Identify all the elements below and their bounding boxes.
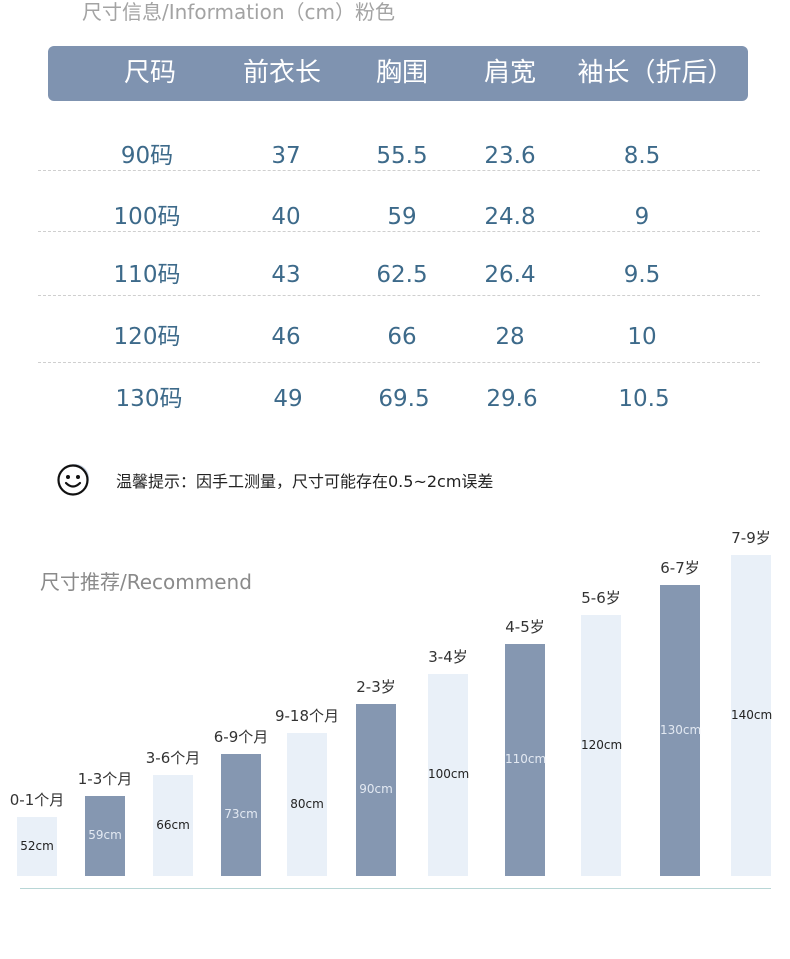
age-label: 6-7岁 <box>660 559 700 577</box>
bar-value-label: 73cm <box>224 807 258 821</box>
cell-front-length: 37 <box>271 143 301 169</box>
cell-size: 90码 <box>120 143 174 169</box>
bar-10: 130cm <box>660 585 702 876</box>
cell-shoulder: 26.4 <box>484 262 536 288</box>
table-row: 90码 37 55.5 23.6 8.5 <box>0 136 790 176</box>
size-info-title: 尺寸信息/Information（cm）粉色 <box>82 0 395 24</box>
smiley-face-icon <box>57 464 89 496</box>
row-divider <box>38 231 760 232</box>
age-label: 0-1个月 <box>9 791 65 809</box>
header-size: 尺码 <box>123 58 176 88</box>
bar-value-label: 100cm <box>428 767 470 781</box>
chart-baseline <box>20 888 771 889</box>
bar-3: 66cm <box>153 775 193 876</box>
table-row: 120码 46 66 28 10 <box>0 317 790 357</box>
header-shoulder: 肩宽 <box>483 58 536 88</box>
row-divider <box>38 295 760 296</box>
bar-6: 90cm <box>356 704 396 876</box>
age-label: 3-4岁 <box>428 648 468 666</box>
cell-sleeve: 8.5 <box>623 143 661 169</box>
row-divider <box>38 170 760 171</box>
age-label: 2-3岁 <box>356 678 396 696</box>
bar-2: 59cm <box>85 796 125 876</box>
bar-7: 100cm <box>428 674 470 876</box>
age-label: 1-3个月 <box>77 770 133 788</box>
table-row: 110码 43 62.5 26.4 9.5 <box>0 255 790 295</box>
cell-front-length: 49 <box>273 386 303 412</box>
table-row: 130码 49 69.5 29.6 10.5 <box>0 379 790 419</box>
cell-front-length: 43 <box>271 262 301 288</box>
cell-front-length: 40 <box>271 204 301 230</box>
bar-4: 73cm <box>221 754 261 876</box>
cell-shoulder: 24.8 <box>484 204 536 230</box>
bar-8: 110cm <box>505 644 547 876</box>
bar-value-label: 80cm <box>290 796 324 811</box>
bar-9: 120cm <box>581 615 623 876</box>
bar-value-label: 52cm <box>20 838 54 853</box>
bar-value-label: 120cm <box>581 737 623 752</box>
cell-chest: 55.5 <box>376 143 428 169</box>
row-divider <box>38 362 760 363</box>
age-label: 7-9岁 <box>731 529 771 547</box>
cell-size: 130码 <box>115 386 183 412</box>
header-chest: 胸围 <box>375 58 428 88</box>
bar-value-label: 59cm <box>88 828 122 842</box>
cell-front-length: 46 <box>271 324 301 350</box>
cell-size: 100码 <box>113 204 181 230</box>
cell-shoulder: 28 <box>495 324 525 350</box>
cell-sleeve: 9 <box>634 204 650 230</box>
bar-5: 80cm <box>287 733 327 876</box>
cell-sleeve: 9.5 <box>623 262 661 288</box>
cell-chest: 69.5 <box>378 386 430 412</box>
age-label: 6-9个月 <box>213 728 269 746</box>
bar-value-label: 140cm <box>731 707 773 722</box>
bar-value-label: 66cm <box>156 817 190 832</box>
cell-chest: 62.5 <box>376 262 428 288</box>
age-label: 5-6岁 <box>581 589 621 607</box>
header-front-length: 前衣长 <box>242 58 321 88</box>
cell-chest: 59 <box>387 204 417 230</box>
cell-sleeve: 10 <box>627 324 657 350</box>
header-sleeve: 袖长（折后） <box>577 58 734 88</box>
cell-size: 120码 <box>113 324 181 350</box>
bar-value-label: 90cm <box>359 782 393 796</box>
table-row: 100码 40 59 24.8 9 <box>0 197 790 237</box>
bar-1: 52cm <box>17 817 57 876</box>
recommend-title: 尺寸推荐/Recommend <box>40 570 252 594</box>
bar-value-label: 110cm <box>505 752 547 766</box>
cell-chest: 66 <box>387 324 417 350</box>
bar-11: 140cm <box>731 555 773 876</box>
age-label: 3-6个月 <box>145 749 201 767</box>
size-table-header: 尺码 前衣长 胸围 肩宽 袖长（折后） <box>48 46 748 101</box>
bar-value-label: 130cm <box>660 722 702 737</box>
cell-sleeve: 10.5 <box>618 386 670 412</box>
age-label: 9-18个月 <box>274 707 340 725</box>
cell-shoulder: 23.6 <box>484 143 536 169</box>
cell-shoulder: 29.6 <box>486 386 538 412</box>
age-label: 4-5岁 <box>505 618 545 636</box>
cell-size: 110码 <box>113 262 181 288</box>
tip-text: 温馨提示：因手工测量，尺寸可能存在0.5~2cm误差 <box>116 472 494 491</box>
